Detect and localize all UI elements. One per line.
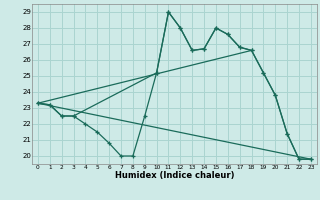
X-axis label: Humidex (Indice chaleur): Humidex (Indice chaleur) [115,171,234,180]
